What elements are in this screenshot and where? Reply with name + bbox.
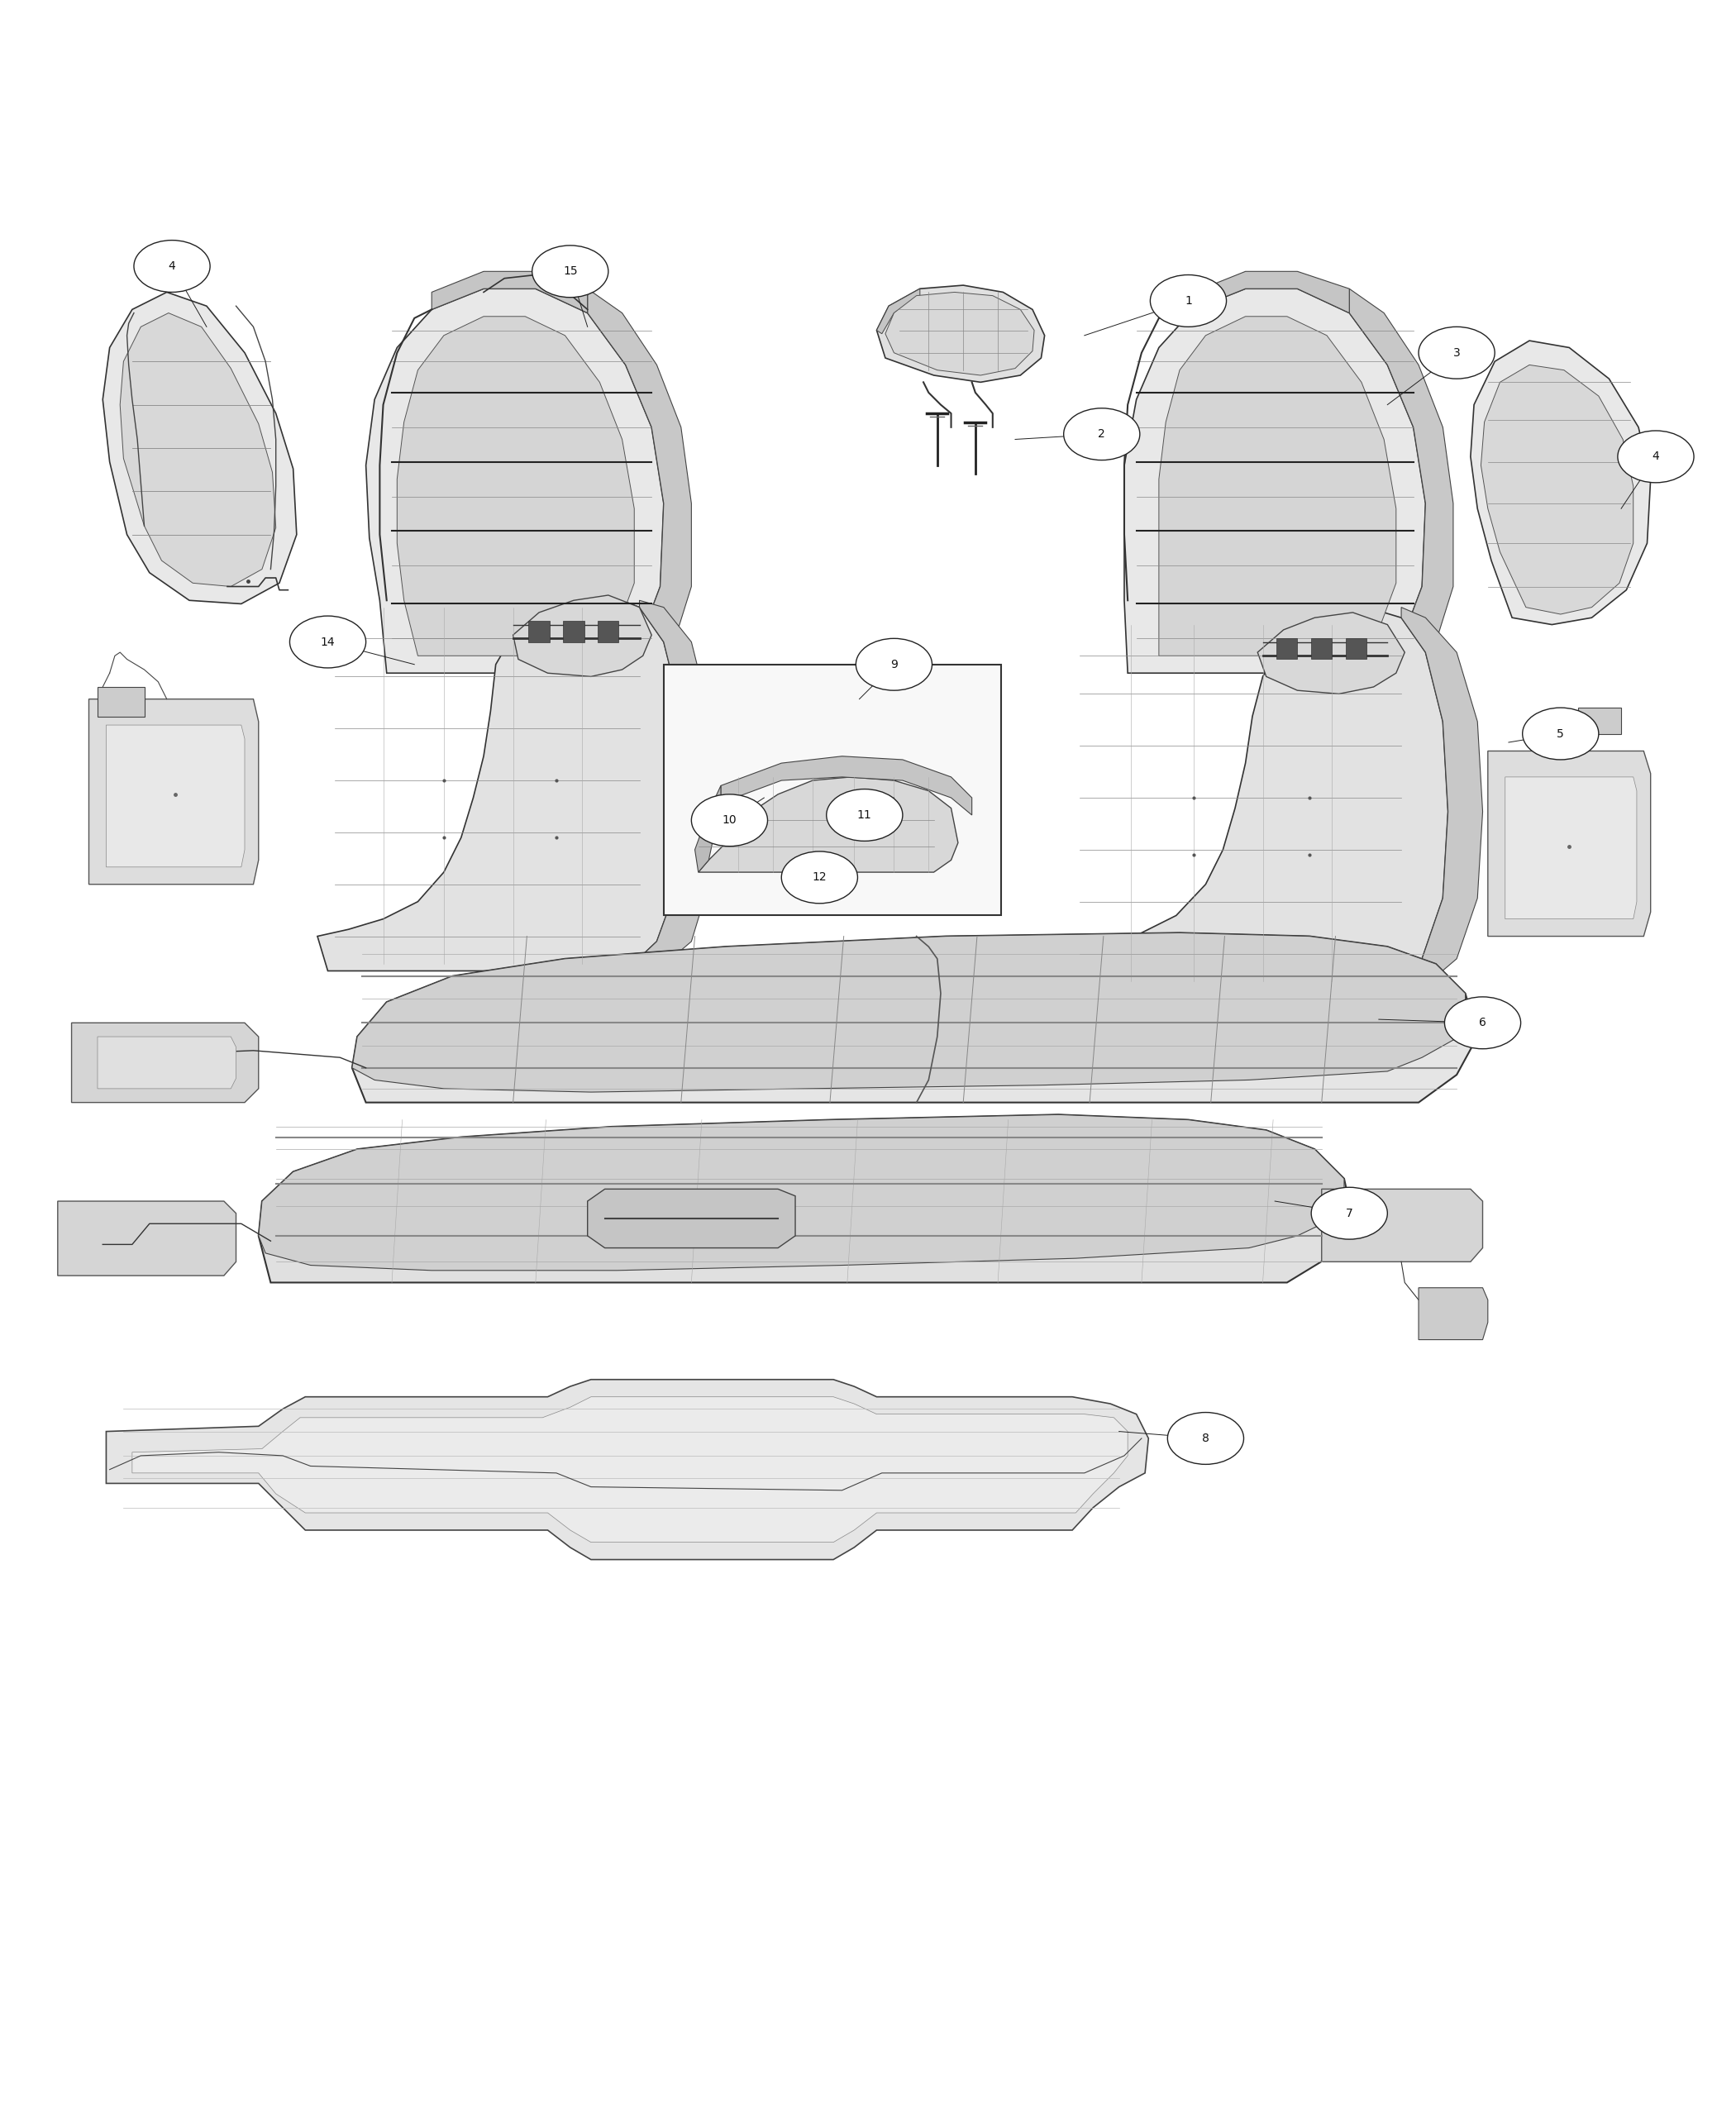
Text: 1: 1 xyxy=(1184,295,1193,306)
Ellipse shape xyxy=(533,245,608,297)
Polygon shape xyxy=(89,700,259,885)
Polygon shape xyxy=(1470,341,1651,624)
Polygon shape xyxy=(120,312,276,586)
Polygon shape xyxy=(1505,778,1637,919)
Polygon shape xyxy=(1276,639,1297,660)
Text: 12: 12 xyxy=(812,871,826,883)
Polygon shape xyxy=(1488,750,1651,936)
Polygon shape xyxy=(97,687,144,717)
Ellipse shape xyxy=(856,639,932,691)
Polygon shape xyxy=(432,272,587,312)
Text: 8: 8 xyxy=(1201,1433,1210,1444)
Polygon shape xyxy=(352,934,1465,1092)
Polygon shape xyxy=(587,289,691,672)
Ellipse shape xyxy=(781,852,858,904)
Polygon shape xyxy=(885,293,1035,375)
Polygon shape xyxy=(877,289,920,333)
Polygon shape xyxy=(366,289,663,672)
Polygon shape xyxy=(1125,289,1425,672)
Ellipse shape xyxy=(826,788,903,841)
Polygon shape xyxy=(625,601,715,972)
Ellipse shape xyxy=(1151,274,1226,327)
Text: 10: 10 xyxy=(722,814,736,826)
Ellipse shape xyxy=(1311,1187,1387,1240)
Polygon shape xyxy=(106,725,245,866)
Text: 15: 15 xyxy=(562,266,578,276)
Polygon shape xyxy=(1321,1189,1483,1263)
FancyBboxPatch shape xyxy=(663,664,1002,915)
Polygon shape xyxy=(102,293,297,603)
Ellipse shape xyxy=(1444,997,1521,1050)
Ellipse shape xyxy=(290,616,366,668)
Polygon shape xyxy=(398,316,634,656)
Polygon shape xyxy=(259,1115,1344,1271)
Polygon shape xyxy=(1345,639,1366,660)
Polygon shape xyxy=(1578,708,1621,734)
Text: 4: 4 xyxy=(168,261,175,272)
Polygon shape xyxy=(1481,365,1634,613)
Polygon shape xyxy=(694,786,720,873)
Polygon shape xyxy=(514,594,651,677)
Polygon shape xyxy=(587,1189,795,1248)
Text: 5: 5 xyxy=(1557,727,1564,740)
Polygon shape xyxy=(1418,1288,1488,1341)
Polygon shape xyxy=(1257,613,1404,694)
Polygon shape xyxy=(97,1037,236,1088)
Ellipse shape xyxy=(1418,327,1495,379)
Ellipse shape xyxy=(1168,1412,1243,1465)
Polygon shape xyxy=(698,778,958,873)
Polygon shape xyxy=(1194,272,1349,312)
Text: 6: 6 xyxy=(1479,1016,1486,1029)
Polygon shape xyxy=(1387,607,1483,989)
Polygon shape xyxy=(259,1115,1352,1282)
Polygon shape xyxy=(132,1398,1128,1543)
Text: 2: 2 xyxy=(1099,428,1106,441)
Text: 4: 4 xyxy=(1653,451,1660,462)
Ellipse shape xyxy=(134,240,210,293)
Ellipse shape xyxy=(1618,430,1694,483)
Polygon shape xyxy=(1349,289,1453,672)
Ellipse shape xyxy=(691,795,767,845)
Text: 3: 3 xyxy=(1453,348,1460,358)
Polygon shape xyxy=(1160,316,1396,656)
Ellipse shape xyxy=(1064,409,1141,460)
Polygon shape xyxy=(352,934,1477,1102)
Polygon shape xyxy=(57,1202,236,1275)
Polygon shape xyxy=(529,622,549,643)
Polygon shape xyxy=(71,1022,259,1102)
Ellipse shape xyxy=(1522,708,1599,759)
Polygon shape xyxy=(1311,639,1332,660)
Polygon shape xyxy=(562,622,583,643)
Polygon shape xyxy=(720,757,972,816)
Text: 9: 9 xyxy=(891,658,898,670)
Polygon shape xyxy=(106,1379,1149,1560)
Polygon shape xyxy=(877,285,1045,382)
Text: 14: 14 xyxy=(321,637,335,647)
Text: 11: 11 xyxy=(858,809,871,820)
Polygon shape xyxy=(597,622,618,643)
Polygon shape xyxy=(318,594,686,972)
Text: 7: 7 xyxy=(1345,1208,1352,1218)
Polygon shape xyxy=(1073,607,1448,989)
